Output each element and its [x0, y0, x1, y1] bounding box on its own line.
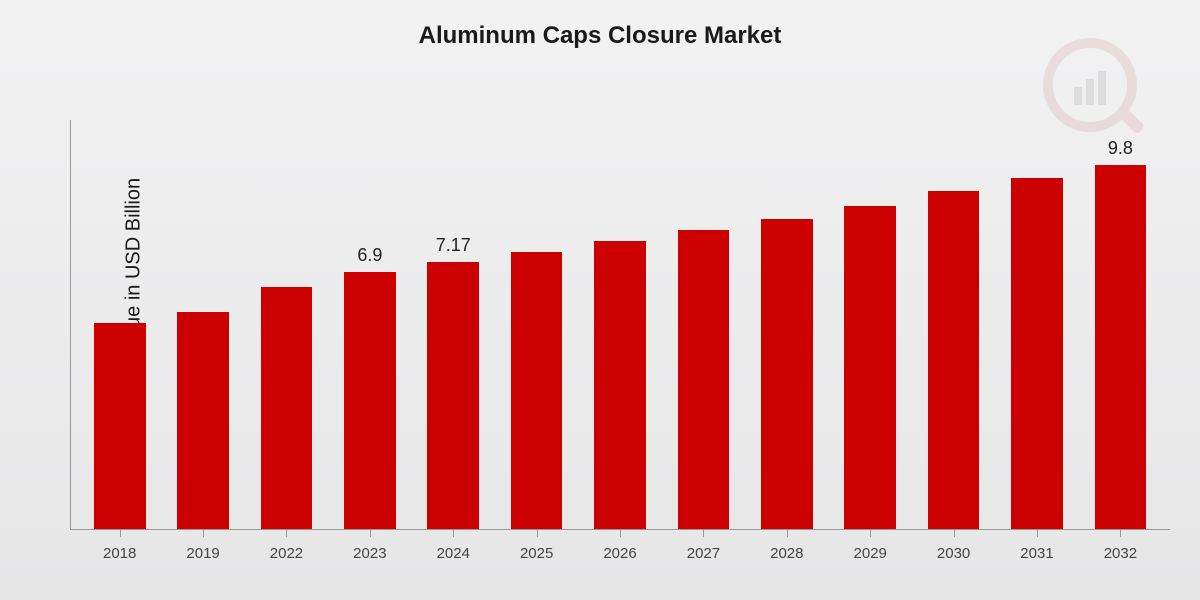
bar-slot [745, 120, 828, 529]
bar-value-label: 9.8 [1108, 138, 1133, 159]
bar-value-label: 7.17 [436, 235, 471, 256]
bars-container: 6.9 7.17 9.8 [70, 120, 1170, 529]
bar-slot [912, 120, 995, 529]
x-axis-label: 2030 [912, 545, 995, 562]
x-tick [1120, 529, 1121, 537]
x-tick [537, 529, 538, 537]
bar-slot [245, 120, 328, 529]
bar-slot [495, 120, 578, 529]
x-axis-label: 2025 [495, 545, 578, 562]
bar [1011, 178, 1063, 529]
bar [94, 323, 146, 529]
bar [928, 191, 980, 529]
x-labels-row: 2018201920222023202420252026202720282029… [70, 545, 1170, 562]
x-tick [703, 529, 704, 537]
x-tick [620, 529, 621, 537]
bar [427, 262, 479, 529]
x-tick [203, 529, 204, 537]
x-axis-label: 2028 [745, 545, 828, 562]
x-tick [370, 529, 371, 537]
bar-slot [662, 120, 745, 529]
x-axis-label: 2024 [412, 545, 495, 562]
x-axis-label: 2018 [78, 545, 161, 562]
bar-value-label: 6.9 [357, 245, 382, 266]
x-axis-label: 2027 [662, 545, 745, 562]
bar-slot [829, 120, 912, 529]
bar [1095, 165, 1147, 529]
bar [511, 252, 563, 529]
bar [594, 241, 646, 529]
bar [177, 312, 229, 530]
plot-area: 6.9 7.17 9.8 [70, 120, 1170, 530]
x-axis-label: 2023 [328, 545, 411, 562]
x-axis-label: 2029 [829, 545, 912, 562]
x-tick [453, 529, 454, 537]
x-tick [954, 529, 955, 537]
bar-slot [161, 120, 244, 529]
x-axis-label: 2031 [995, 545, 1078, 562]
bar [844, 206, 896, 529]
bar-slot [78, 120, 161, 529]
x-tick [1037, 529, 1038, 537]
bar [261, 287, 313, 529]
bar [344, 272, 396, 529]
bar-slot [578, 120, 661, 529]
x-axis-label: 2032 [1079, 545, 1162, 562]
x-axis-label: 2019 [161, 545, 244, 562]
x-axis-label: 2022 [245, 545, 328, 562]
bar [761, 219, 813, 529]
x-tick [286, 529, 287, 537]
bar-slot [995, 120, 1078, 529]
x-tick [120, 529, 121, 537]
bar [678, 230, 730, 529]
bar-slot: 6.9 [328, 120, 411, 529]
chart-title: Aluminum Caps Closure Market [0, 22, 1200, 50]
x-tick [870, 529, 871, 537]
x-axis-label: 2026 [578, 545, 661, 562]
bar-slot: 9.8 [1079, 120, 1162, 529]
x-tick [787, 529, 788, 537]
bar-slot: 7.17 [412, 120, 495, 529]
